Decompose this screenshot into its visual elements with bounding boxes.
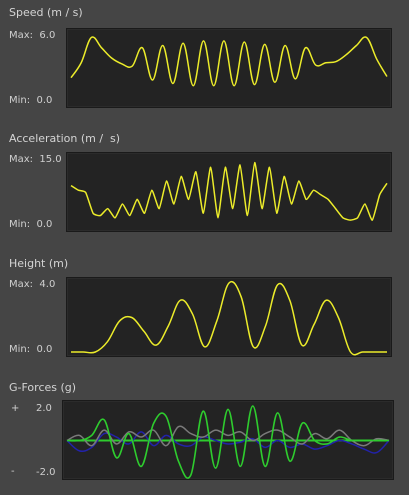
speed-chart bbox=[70, 36, 388, 87]
gforces-title: G-Forces (g) bbox=[9, 381, 77, 394]
gforces-min-label: -2.0 bbox=[36, 467, 56, 478]
gforces-green-trace bbox=[66, 405, 389, 479]
gforces-chart bbox=[66, 405, 390, 479]
speed-title: Speed (m / s) bbox=[9, 6, 83, 19]
gforces-max-label: 2.0 bbox=[36, 403, 52, 414]
acceleration-trace bbox=[70, 161, 388, 221]
speed-plot bbox=[66, 28, 392, 108]
height-title: Height (m) bbox=[9, 257, 69, 270]
acceleration-plot bbox=[66, 152, 392, 232]
height-min-label: Min: 0.0 bbox=[9, 344, 53, 355]
gforces-plot bbox=[62, 400, 394, 480]
acceleration-chart bbox=[70, 161, 388, 221]
height-max-label: Max: 4.0 bbox=[9, 279, 56, 290]
height-chart bbox=[71, 280, 387, 356]
gforces-minus-label: - bbox=[11, 466, 15, 477]
speed-min-label: Min: 0.0 bbox=[9, 95, 53, 106]
gforces-panel: G-Forces (g) + 2.0 - -2.0 bbox=[0, 375, 409, 495]
acceleration-max-label: Max: 15.0 bbox=[9, 154, 62, 165]
acceleration-min-label: Min: 0.0 bbox=[9, 219, 53, 230]
gforces-plus-label: + bbox=[11, 403, 20, 414]
gforces-gray-trace bbox=[66, 425, 390, 447]
acceleration-panel: Acceleration (m / s) Max: 15.0 Min: 0.0 bbox=[0, 126, 409, 246]
height-panel: Height (m) Max: 4.0 Min: 0.0 bbox=[0, 251, 409, 371]
height-trace bbox=[71, 280, 387, 356]
gforces-blue-trace bbox=[66, 431, 390, 454]
height-plot bbox=[66, 277, 392, 357]
speed-panel: Speed (m / s) Max: 6.0 Min: 0.0 bbox=[0, 0, 409, 120]
acceleration-title: Acceleration (m / s) bbox=[9, 132, 121, 145]
speed-trace bbox=[70, 36, 388, 87]
speed-max-label: Max: 6.0 bbox=[9, 30, 56, 41]
